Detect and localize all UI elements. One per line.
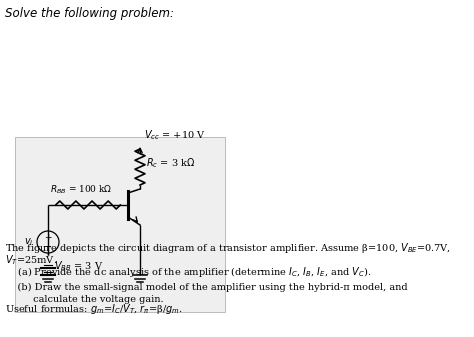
Text: −: − [44, 242, 52, 252]
Text: $V_T$=25mV.: $V_T$=25mV. [5, 253, 57, 267]
Text: +: + [44, 234, 52, 243]
Text: $V_{BB}$ = 3 V: $V_{BB}$ = 3 V [54, 259, 103, 273]
Text: $V_{cc}$ = +10 V: $V_{cc}$ = +10 V [144, 128, 206, 142]
Text: $R_{BB}$ = 100 k$\Omega$: $R_{BB}$ = 100 k$\Omega$ [50, 184, 112, 196]
Text: $R_c$ = 3 k$\Omega$: $R_c$ = 3 k$\Omega$ [146, 156, 195, 170]
Text: The figure depicts the circuit diagram of a transistor amplifier. Assume β=100, : The figure depicts the circuit diagram o… [5, 241, 450, 255]
Text: (a) Provide the dc analysis of the amplifier (determine $I_C$, $I_B$, $I_E$, and: (a) Provide the dc analysis of the ampli… [5, 266, 372, 279]
Text: calculate the voltage gain.: calculate the voltage gain. [5, 295, 164, 304]
Text: (b) Draw the small-signal model of the amplifier using the hybrid-π model, and: (b) Draw the small-signal model of the a… [5, 282, 408, 292]
Text: $v_i$: $v_i$ [24, 236, 34, 248]
Text: Useful formulas: $g_m$=$I_C$/$V_T$, $r_{\pi}$=β/$g_m$.: Useful formulas: $g_m$=$I_C$/$V_T$, $r_{… [5, 302, 183, 316]
Text: Solve the following problem:: Solve the following problem: [5, 7, 174, 20]
FancyBboxPatch shape [15, 137, 225, 312]
